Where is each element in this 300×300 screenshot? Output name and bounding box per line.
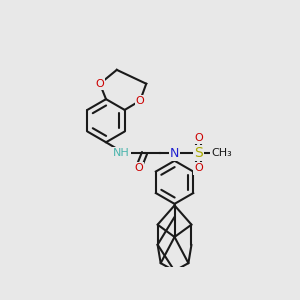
Text: O: O bbox=[134, 164, 143, 173]
Text: CH₃: CH₃ bbox=[211, 148, 232, 158]
Text: O: O bbox=[136, 96, 145, 106]
Text: NH: NH bbox=[113, 148, 130, 158]
Text: O: O bbox=[95, 79, 104, 89]
Text: O: O bbox=[194, 164, 203, 173]
Text: S: S bbox=[194, 146, 203, 160]
Text: O: O bbox=[194, 133, 203, 142]
Text: N: N bbox=[170, 146, 179, 160]
